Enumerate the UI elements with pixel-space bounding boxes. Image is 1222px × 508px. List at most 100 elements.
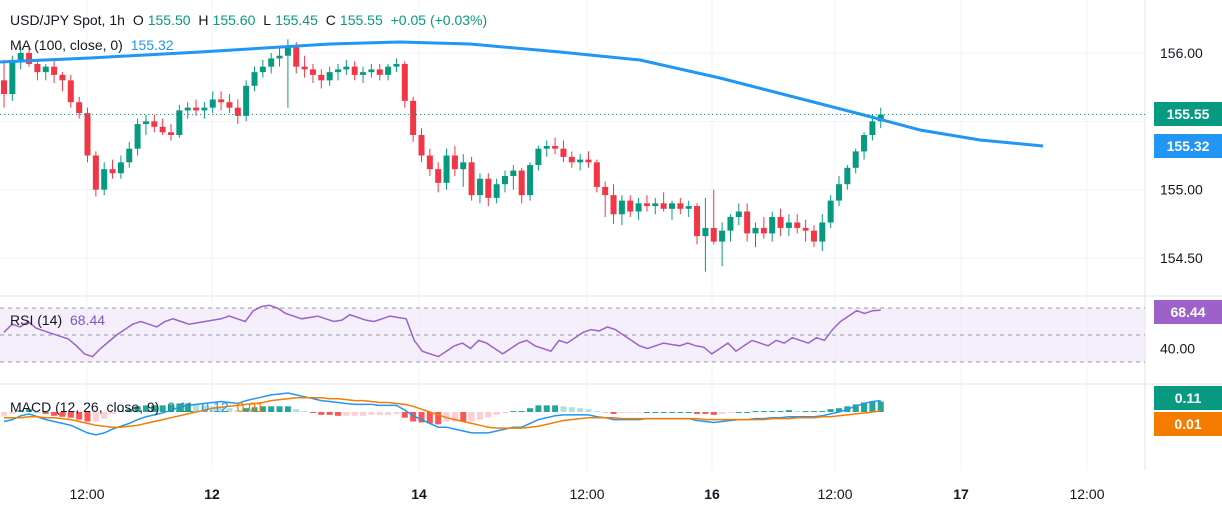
macd-histogram-bar [101,412,108,419]
candle-body [510,170,517,176]
candle-body [618,200,625,215]
macd-histogram-bar [819,411,826,413]
candle-body [677,203,684,209]
macd-histogram-bar [836,408,842,412]
macd-histogram-bar [293,409,300,412]
candle-body [810,230,817,242]
time-tick-label: 17 [953,486,969,502]
candle-body [836,184,842,201]
candle-body [251,72,258,86]
candle-body [861,135,868,152]
candle-body [218,99,225,103]
candle-body [819,222,826,242]
macd-histogram-bar [451,412,458,422]
time-tick-label: 12:00 [69,486,104,502]
ma-legend: MA (100, close, 0) 155.32 [10,37,178,53]
candle-body [769,217,776,234]
candle-body [518,170,525,196]
candle-body [485,178,492,198]
macd-histogram-bar [142,405,149,412]
price-badge: 155.55 [1154,102,1222,126]
macd-histogram-bar [401,412,408,418]
macd-histogram-bar [67,412,74,418]
candle-body [852,151,859,168]
candle-body [42,66,49,73]
macd-histogram-bar [744,412,751,413]
macd-histogram-bar [677,412,684,413]
price-tick-label: 156.00 [1160,45,1203,61]
macd-histogram-bar [159,405,166,412]
macd-histogram-bar [92,412,99,422]
macd-histogram-bar [610,412,617,414]
macd-signal-value: 0.01 [236,399,264,415]
candle-body [326,72,333,81]
macd-histogram-bar [643,412,650,413]
macd-histogram-bar [193,404,200,412]
open-value: 155.50 [147,12,191,28]
candle-body [426,155,433,170]
high-value: 155.60 [212,12,256,28]
candle-body [385,66,392,75]
candle-body [752,227,759,234]
candle-body [134,124,141,149]
candle-body [17,53,24,60]
macd-histogram-bar [727,412,734,413]
candle-body [669,203,675,209]
macd-histogram-bar [51,412,58,416]
macd-histogram-bar [343,412,350,416]
macd-histogram-bar [426,412,433,424]
candle-body [635,203,642,212]
candle-body [109,169,116,174]
macd-histogram-bar [376,412,383,415]
candle-body [643,203,650,207]
macd-histogram-bar [593,411,600,413]
macd-histogram-bar [476,412,483,420]
macd-histogram-bar [184,403,191,412]
candle-body [476,178,483,196]
candle-body [34,63,41,73]
macd-histogram-bar [543,405,550,412]
macd-histogram-bar [109,412,116,414]
candle-body [844,167,851,185]
candle-body [360,72,367,75]
macd-histogram-bar [84,412,91,422]
candle-body [176,110,183,135]
macd-histogram-bar [577,408,584,412]
macd-histogram-bar [493,412,500,415]
ma-badge: 155.32 [1154,134,1222,158]
candle-body [9,59,16,94]
candle-body [259,66,266,73]
candle-body [760,227,767,234]
macd-histogram-bar [685,412,692,413]
candle-body [1,80,7,94]
rsi-line [3,304,881,358]
candle-body [735,211,742,217]
macd-histogram-bar [284,406,291,412]
candle-body [460,162,467,170]
candle-body [193,107,200,111]
ma-label: MA (100, close, 0) [10,37,123,53]
candle-body [777,217,784,228]
macd-histogram-bar [351,412,358,416]
candle-body [627,200,634,212]
macd-histogram-bar [9,412,16,414]
candle-body [243,85,250,116]
candle-body [493,184,500,198]
macd-histogram-bar [810,411,817,413]
candle-body [92,155,99,190]
time-tick-label: 12:00 [569,486,604,502]
macd-histogram-bar [393,412,400,414]
candle-body [468,162,475,196]
candle-body [393,63,400,67]
macd-histogram-bar [218,406,225,412]
macd-histogram-bar [168,404,174,412]
candle-body [309,69,316,75]
candle-body [318,74,325,81]
candle-body [343,66,350,70]
candle-body [610,195,617,215]
price-legend: USD/JPY Spot, 1h O 155.50 H 155.60 L 155.45… [10,12,491,28]
candle-body [660,203,667,209]
ma-value: 155.32 [130,37,174,53]
candle-body [76,102,83,114]
